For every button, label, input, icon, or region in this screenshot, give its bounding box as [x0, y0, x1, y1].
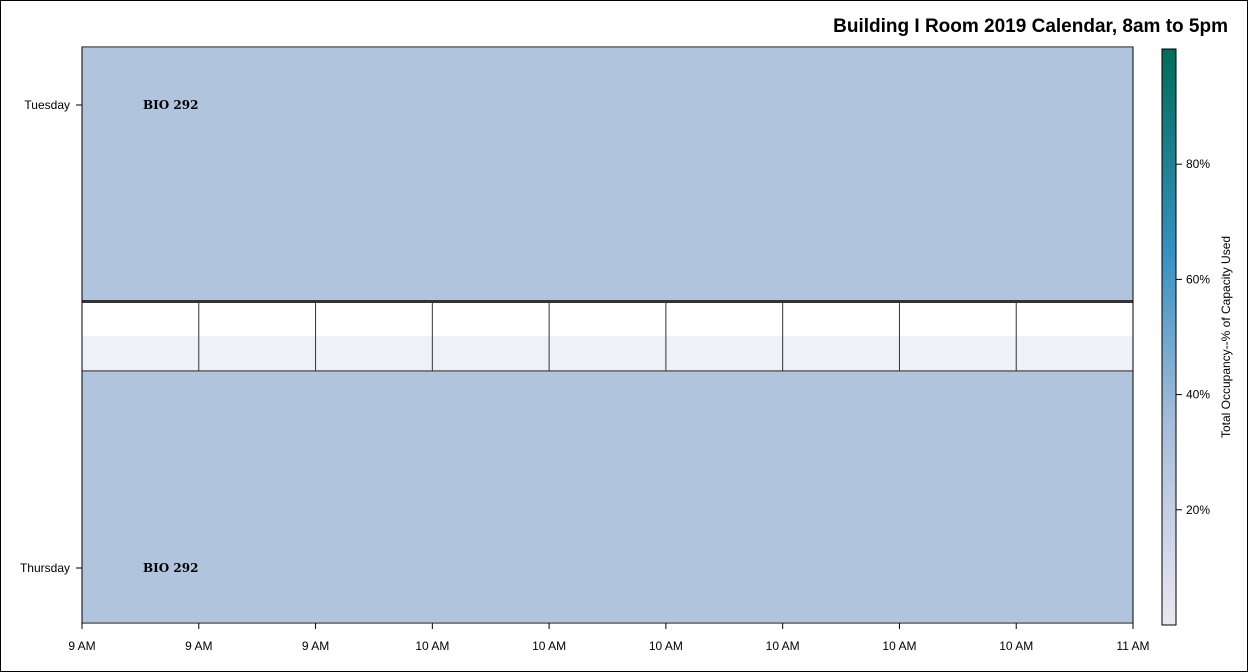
plot-area: BIO 292 BIO 292 Tuesday Thursday 9 AM 9 AM 9 A…	[20, 46, 1150, 653]
x-tick-label: 11 AM	[1116, 639, 1149, 653]
empty-row-bottom	[82, 336, 1133, 371]
colorbar-legend: 20% 40% 60% 80% Total Occupancy--% of Capaci…	[1161, 48, 1233, 626]
colorbar-tick-label: 80%	[1186, 157, 1210, 171]
x-tick-label: 10 AM	[415, 639, 449, 653]
x-tick-label: 10 AM	[532, 639, 566, 653]
colorbar	[1161, 48, 1177, 626]
occupancy-block	[82, 48, 1133, 301]
chart-title: Building I Room 2019 Calendar, 8am to 5p…	[833, 16, 1228, 37]
course-label: BIO 292	[143, 561, 198, 575]
x-tick-label: 10 AM	[766, 639, 800, 653]
occupancy-block	[82, 372, 1133, 622]
colorbar-tick-label: 20%	[1186, 503, 1210, 517]
x-tick-label: 9 AM	[302, 639, 329, 653]
colorbar-label: Total Occupancy--% of Capacity Used	[1219, 236, 1233, 438]
plot-border	[81, 46, 1134, 624]
x-tick-label: 10 AM	[999, 639, 1033, 653]
y-tick-label: Thursday	[20, 561, 70, 575]
colorbar-tick-label: 40%	[1186, 388, 1210, 402]
y-tick-label: Tuesday	[24, 98, 70, 112]
empty-row-top	[82, 302, 1133, 336]
colorbar-tick-label: 60%	[1186, 272, 1210, 286]
course-label: BIO 292	[143, 98, 198, 112]
x-tick-label: 10 AM	[882, 639, 916, 653]
x-tick-label: 9 AM	[185, 639, 212, 653]
x-tick-label: 9 AM	[68, 639, 95, 653]
x-tick-label: 10 AM	[649, 639, 683, 653]
